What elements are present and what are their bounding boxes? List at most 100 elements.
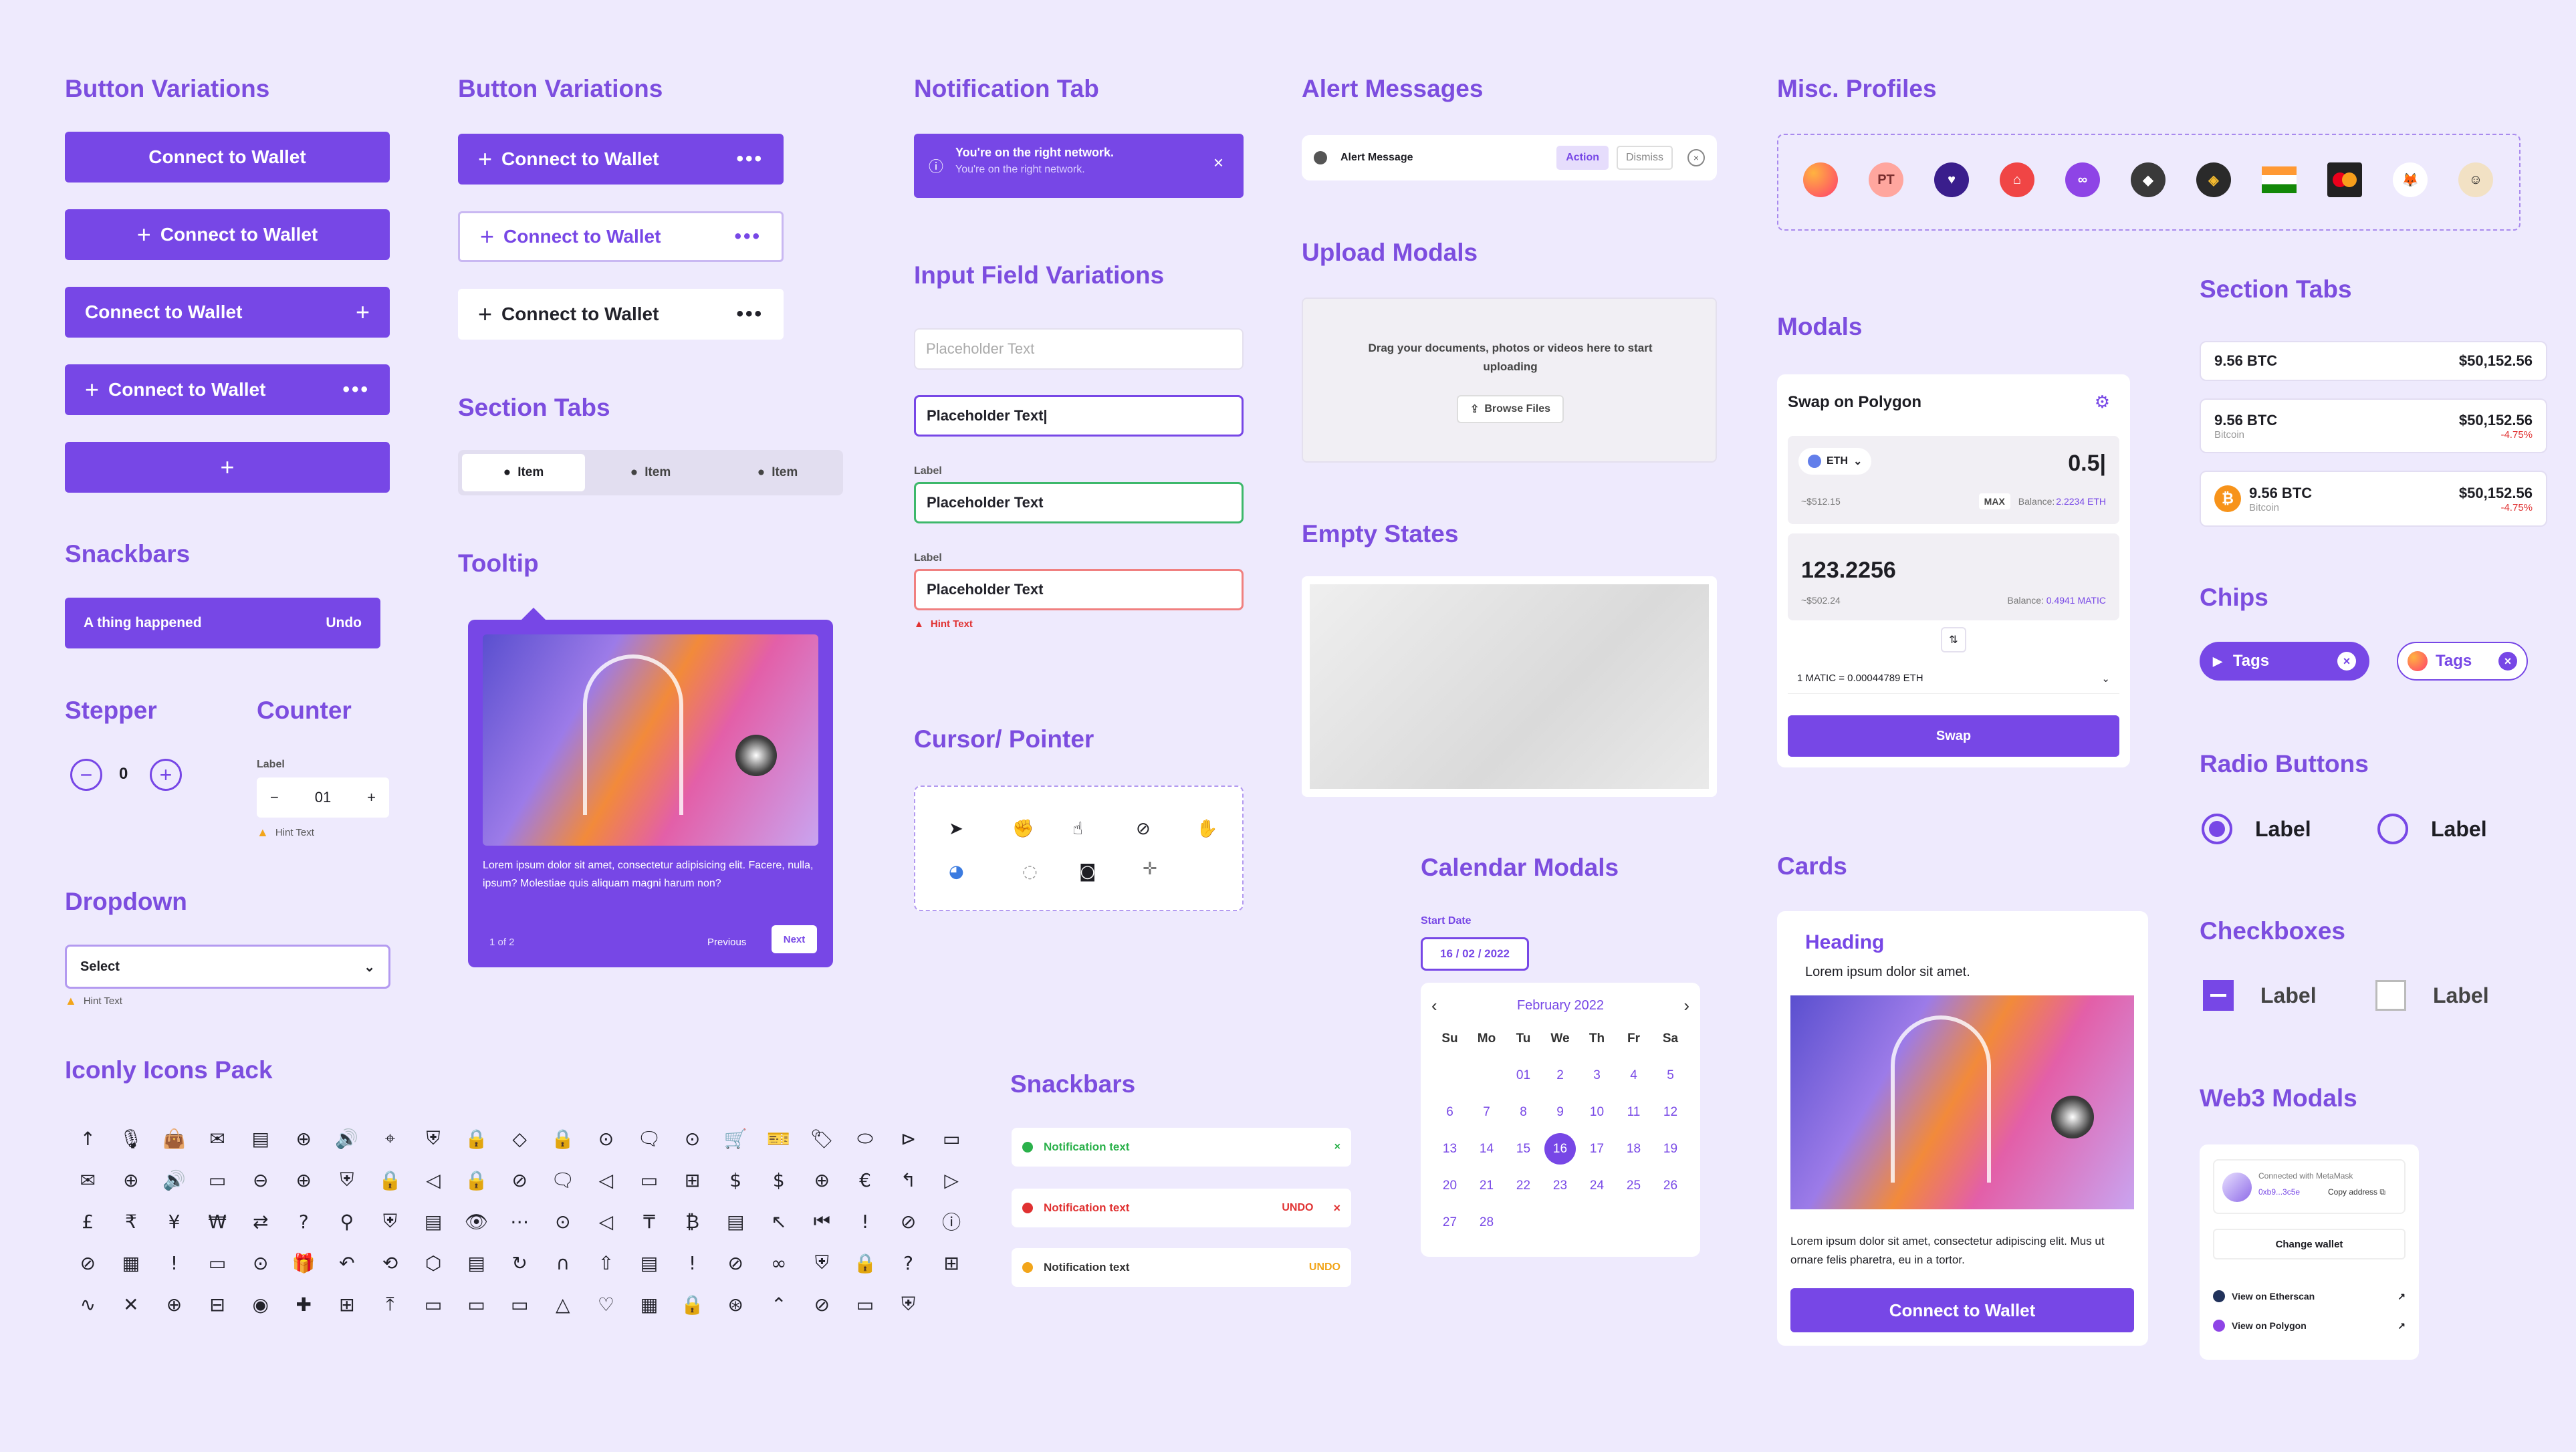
close-icon[interactable]: × xyxy=(2498,652,2517,671)
tooltip-next-button[interactable]: Next xyxy=(772,925,817,953)
connect-wallet-trailing-plus-button[interactable]: Connect to Wallet + xyxy=(65,287,390,338)
connect-wallet-plus-button[interactable]: + Connect to Wallet xyxy=(65,209,390,260)
calendar-day[interactable]: 5 xyxy=(1667,1068,1674,1082)
tab-item[interactable]: ● Item xyxy=(716,454,839,491)
max-button[interactable]: MAX xyxy=(1978,493,2010,509)
close-icon[interactable]: × xyxy=(1213,152,1223,172)
calendar-day[interactable]: 18 xyxy=(1626,1141,1641,1156)
stepper-minus-button[interactable]: − xyxy=(70,759,102,791)
calendar-day[interactable]: 25 xyxy=(1626,1178,1641,1193)
connect-wallet-more-button[interactable]: + Connect to Wallet ••• xyxy=(65,364,390,415)
view-etherscan-link[interactable]: View on Etherscan ↗ xyxy=(2213,1290,2406,1302)
tab-item[interactable]: ● Item xyxy=(589,454,712,491)
radio-option[interactable]: Label xyxy=(2377,814,2487,844)
iconly-icon: ▤ xyxy=(640,1251,659,1274)
input-success[interactable]: Placeholder Text xyxy=(914,482,1244,523)
close-icon[interactable]: × xyxy=(1333,1201,1340,1215)
copy-address-button[interactable]: Copy address ⧉ xyxy=(2328,1187,2385,1197)
checkbox-indeterminate[interactable]: Label xyxy=(2203,980,2317,1011)
stepper-plus-button[interactable]: + xyxy=(150,759,182,791)
swap-amount-input[interactable]: 0.5| xyxy=(2068,451,2106,476)
calendar-day[interactable]: 6 xyxy=(1446,1104,1453,1119)
undo-button[interactable]: UNDO xyxy=(1308,1261,1340,1273)
button-label: Connect to Wallet xyxy=(501,304,659,324)
swap-rate[interactable]: 1 MATIC = 0.00044789 ETH ⌄ xyxy=(1788,663,2119,694)
connect-wallet-white-button[interactable]: + Connect to Wallet ••• xyxy=(458,289,784,340)
chip-filled[interactable]: ▶ Tags × xyxy=(2200,642,2369,681)
calendar-day[interactable]: 27 xyxy=(1442,1215,1457,1229)
change-wallet-button[interactable]: Change wallet xyxy=(2213,1229,2406,1259)
crypto-tab[interactable]: 9.56 BTC Bitcoin $50,152.56 -4.75% xyxy=(2200,398,2547,453)
tab-item-active[interactable]: ● Item xyxy=(462,454,585,491)
calendar-day[interactable]: 10 xyxy=(1589,1104,1605,1119)
connect-wallet-outline-button[interactable]: + Connect to Wallet ••• xyxy=(458,211,784,262)
tooltip-previous-button[interactable]: Previous xyxy=(707,937,747,948)
heading-modals: Modals xyxy=(1777,313,1863,340)
counter-minus-button[interactable]: − xyxy=(270,789,279,806)
alert-dismiss-button[interactable]: Dismiss xyxy=(1617,146,1673,170)
dropdown-select[interactable]: Select ⌄ xyxy=(65,945,390,989)
iconly-icon: ⓘ xyxy=(942,1211,961,1233)
input-placeholder[interactable]: Placeholder Text xyxy=(914,328,1244,370)
dropdown-hint: ▲ Hint Text xyxy=(65,994,122,1008)
plus-icon: + xyxy=(220,453,235,481)
input-error[interactable]: Placeholder Text xyxy=(914,569,1244,610)
input-label: Label xyxy=(914,552,942,564)
wallet-address: 0xb9...3c5e xyxy=(2258,1187,2301,1197)
calendar-day[interactable]: 8 xyxy=(1520,1104,1527,1119)
radio-option-selected[interactable]: Label xyxy=(2202,814,2311,844)
calendar-day[interactable]: 3 xyxy=(1593,1068,1601,1082)
tooltip-arrow xyxy=(521,608,546,620)
calendar-day[interactable]: 9 xyxy=(1556,1104,1564,1119)
add-icon-button[interactable]: + xyxy=(65,442,390,493)
chevron-right-icon[interactable]: › xyxy=(1683,995,1689,1015)
calendar-day[interactable]: 28 xyxy=(1479,1215,1494,1229)
calendar-day[interactable]: 16 xyxy=(1544,1133,1576,1165)
close-icon[interactable]: × xyxy=(1334,1141,1340,1153)
alert-action-button[interactable]: Action xyxy=(1556,146,1609,170)
counter-value[interactable]: 01 xyxy=(314,789,332,806)
close-icon[interactable]: × xyxy=(1687,149,1705,166)
gear-icon[interactable]: ⚙ xyxy=(2094,392,2110,412)
counter-plus-button[interactable]: + xyxy=(367,789,376,806)
calendar-day[interactable]: 12 xyxy=(1663,1104,1678,1119)
crypto-tab[interactable]: 9.56 BTC $50,152.56 xyxy=(2200,341,2547,381)
calendar-day[interactable]: 22 xyxy=(1516,1178,1531,1193)
calendar-day[interactable]: 21 xyxy=(1479,1178,1494,1193)
input-focused[interactable]: Placeholder Text| xyxy=(914,395,1244,437)
calendar-day[interactable]: 4 xyxy=(1630,1068,1637,1082)
swap-direction-button[interactable]: ⇅ xyxy=(1941,627,1966,652)
upload-dropzone[interactable]: Drag your documents, photos or videos he… xyxy=(1302,297,1717,463)
calendar-day[interactable]: 26 xyxy=(1663,1178,1678,1193)
crypto-tab[interactable]: ₿ 9.56 BTC Bitcoin $50,152.56 -4.75% xyxy=(2200,471,2547,527)
info-icon: ⓘ xyxy=(929,158,944,175)
snackbar-undo-button[interactable]: Undo xyxy=(326,615,362,630)
checkbox-unchecked[interactable]: Label xyxy=(2375,980,2489,1011)
swap-button[interactable]: Swap xyxy=(1788,715,2119,757)
calendar-day[interactable]: 23 xyxy=(1552,1178,1568,1193)
iconly-icon: 🛒 xyxy=(723,1127,747,1150)
calendar-day[interactable]: 13 xyxy=(1442,1141,1457,1156)
calendar-day[interactable]: 7 xyxy=(1483,1104,1490,1119)
chevron-left-icon[interactable]: ‹ xyxy=(1431,995,1437,1015)
calendar-day[interactable]: 11 xyxy=(1627,1104,1641,1119)
calendar-day[interactable]: 20 xyxy=(1442,1178,1457,1193)
calendar-day[interactable]: 01 xyxy=(1516,1068,1531,1082)
token-select[interactable]: ETH ⌄ xyxy=(1798,448,1872,475)
calendar-day[interactable]: 17 xyxy=(1589,1141,1605,1156)
close-icon[interactable]: × xyxy=(2337,652,2356,671)
calendar-day[interactable]: 15 xyxy=(1516,1141,1531,1156)
date-input[interactable]: 16 / 02 / 2022 xyxy=(1421,937,1529,971)
view-polygon-link[interactable]: View on Polygon ↗ xyxy=(2213,1320,2406,1332)
calendar-day[interactable]: 2 xyxy=(1556,1068,1564,1082)
mastercard-avatar xyxy=(2327,162,2362,197)
browse-files-button[interactable]: ⇪ Browse Files xyxy=(1457,395,1564,423)
calendar-day[interactable]: 14 xyxy=(1479,1141,1494,1156)
undo-button[interactable]: UNDO xyxy=(1282,1202,1314,1213)
calendar-day[interactable]: 19 xyxy=(1663,1141,1678,1156)
calendar-day[interactable]: 24 xyxy=(1589,1178,1605,1193)
connect-wallet-button[interactable]: Connect to Wallet xyxy=(65,132,390,183)
card-connect-wallet-button[interactable]: Connect to Wallet xyxy=(1790,1288,2134,1332)
chip-outline[interactable]: Tags × xyxy=(2397,642,2528,681)
connect-wallet-more-button[interactable]: + Connect to Wallet ••• xyxy=(458,134,784,185)
